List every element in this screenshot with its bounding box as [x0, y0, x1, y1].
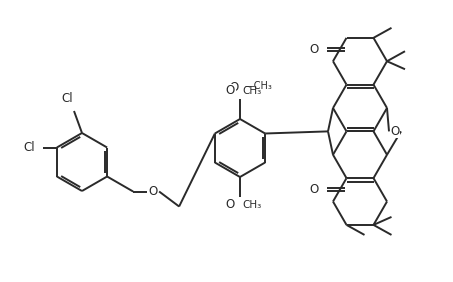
Text: O: O: [149, 185, 158, 198]
Text: —CH₃: —CH₃: [245, 81, 273, 91]
Text: CH₃: CH₃: [242, 86, 261, 96]
Text: O: O: [226, 199, 235, 212]
Text: O: O: [309, 43, 319, 56]
Text: O: O: [390, 125, 400, 138]
Text: CH₃: CH₃: [242, 200, 261, 210]
Text: O: O: [226, 85, 235, 98]
Text: O: O: [309, 183, 319, 196]
Text: Cl: Cl: [23, 141, 35, 154]
Text: Cl: Cl: [61, 92, 73, 105]
Text: O: O: [229, 81, 239, 94]
